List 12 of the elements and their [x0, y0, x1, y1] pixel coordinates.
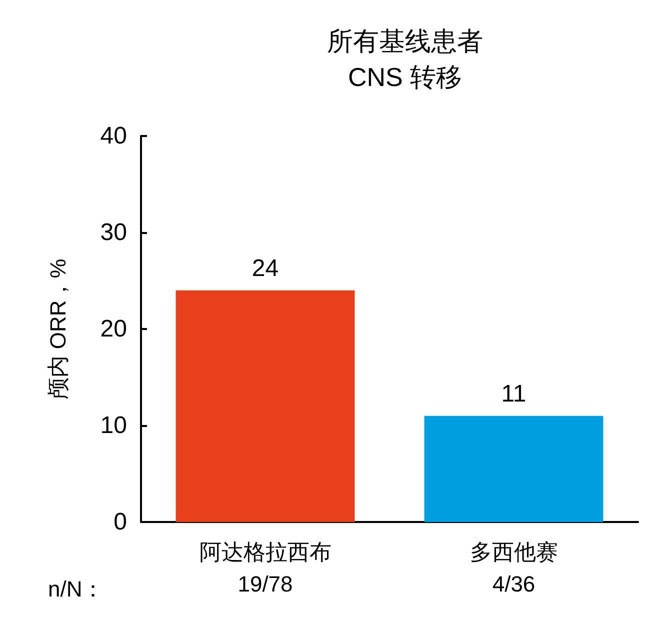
text: n/N：	[48, 576, 104, 602]
y-axis-title: 颅内 ORR，%	[46, 258, 70, 400]
x-tick-label: 多西他赛 4/36	[470, 540, 558, 596]
y-tick-label: 40	[100, 122, 127, 150]
x-tick-label: 阿达格拉西布 19/78	[199, 540, 332, 596]
chart-title: 所有基线患者 CNS 转移	[327, 26, 483, 92]
y-tick-label: 30	[100, 219, 127, 246]
y-tick-label: 0	[114, 508, 127, 536]
y-tick-label: 10	[100, 412, 127, 439]
data-label: 24	[252, 254, 279, 282]
y-tick-label: 20	[100, 316, 127, 342]
data-label: 11	[501, 380, 526, 408]
